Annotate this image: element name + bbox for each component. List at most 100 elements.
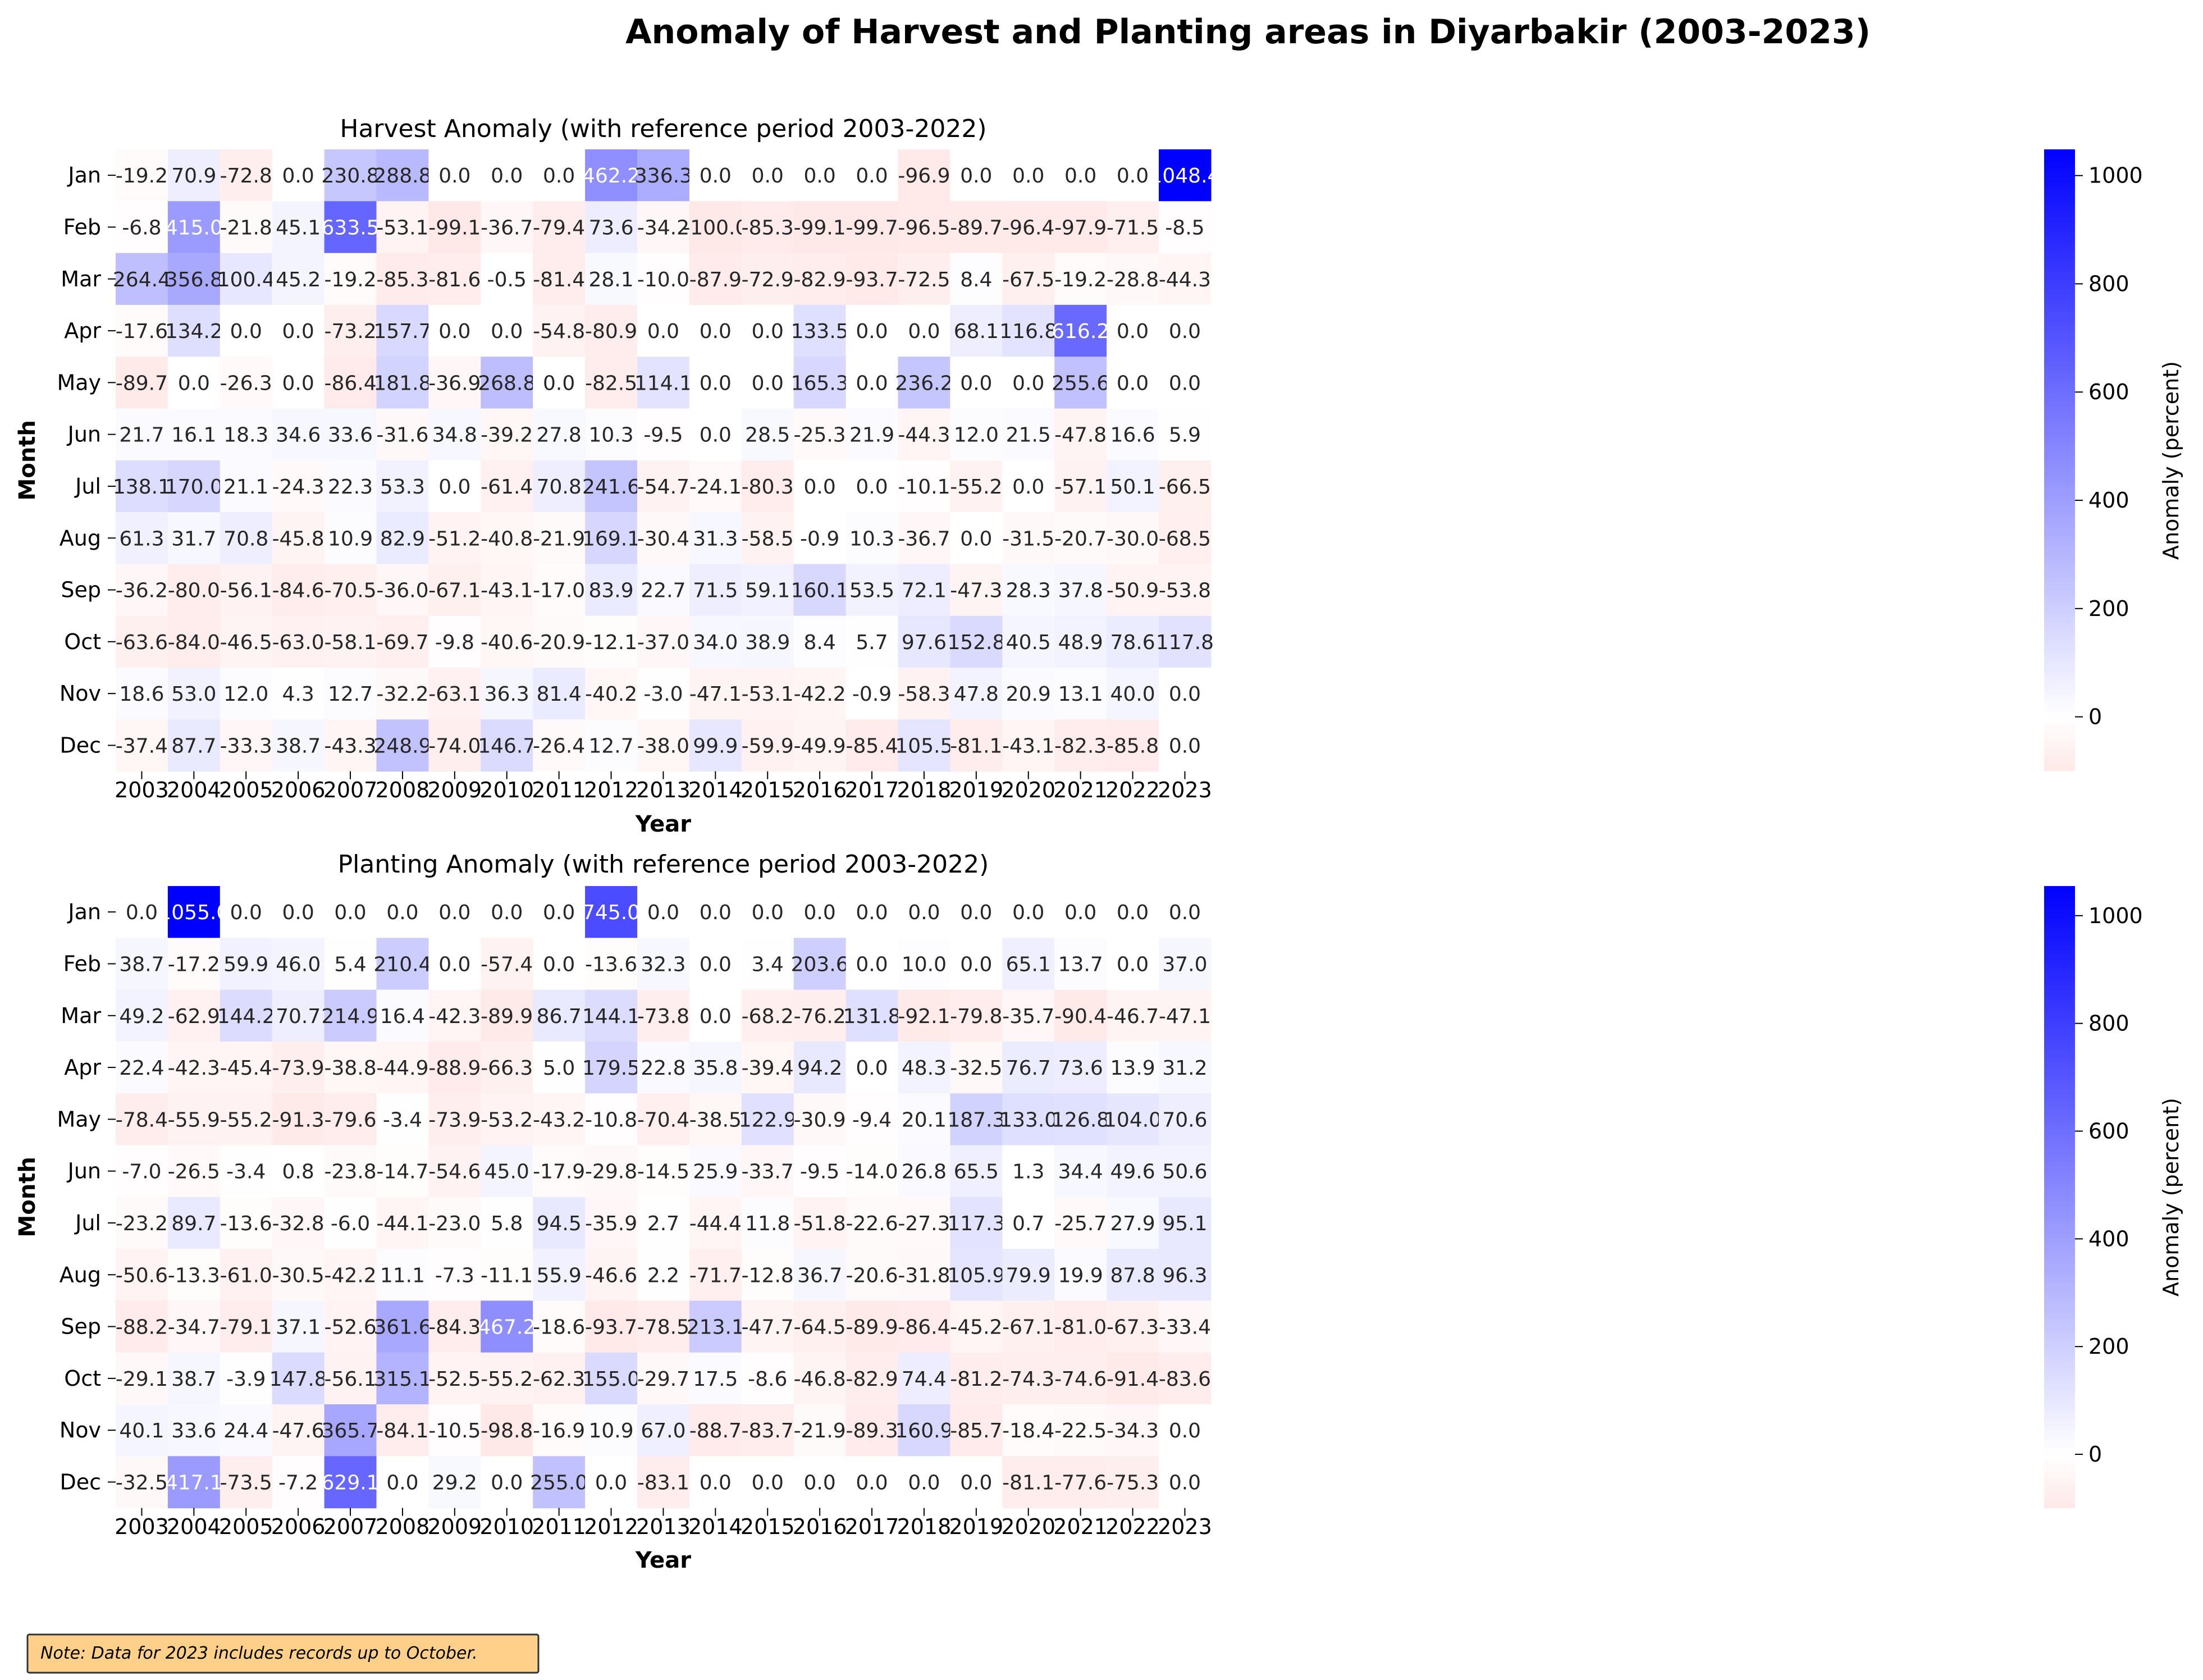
heatmap-cell — [220, 1249, 273, 1301]
cell-label: -80.0 — [168, 579, 220, 602]
heatmap-cell — [689, 1249, 742, 1301]
heatmap-cell — [637, 1352, 690, 1405]
colorbar-tick-label: 800 — [2088, 271, 2129, 296]
heatmap-cell — [898, 564, 950, 617]
heatmap-cell — [428, 1352, 481, 1405]
heatmap-cell — [585, 1145, 638, 1198]
x-tick-label: 2022 — [1105, 778, 1160, 802]
cell-label: 70.6 — [1162, 1108, 1207, 1131]
heatmap-cell — [898, 460, 950, 513]
heatmap-cell — [1002, 1300, 1055, 1353]
heatmap-cell — [898, 1093, 950, 1146]
cell-label: 32.3 — [641, 953, 685, 976]
heatmap-cell — [1002, 1249, 1055, 1301]
heatmap-cell — [585, 1300, 638, 1353]
heatmap-cell — [324, 886, 377, 938]
cell-label: -6.0 — [331, 1212, 370, 1235]
cell-label: -54.8 — [533, 320, 585, 343]
heatmap-cell — [585, 719, 638, 772]
colorbar-tick-label: 0 — [2088, 1442, 2102, 1467]
x-tick-label: 2021 — [1053, 1514, 1108, 1539]
cell-label: -81.2 — [950, 1368, 1002, 1391]
y-tick-label: Feb — [63, 951, 101, 976]
cell-label: -82.3 — [1054, 734, 1107, 757]
cell-label: 73.6 — [1058, 1057, 1103, 1080]
heatmap-cell — [220, 1041, 273, 1094]
cell-label: 97.6 — [902, 631, 947, 654]
heatmap-cell — [220, 1352, 273, 1405]
colorbar-tick-label: 600 — [2088, 1119, 2129, 1143]
cell-label: 0.0 — [700, 953, 732, 976]
cell-label: 22.8 — [641, 1057, 685, 1080]
heatmap-cell — [324, 1093, 377, 1146]
cell-label: -17.0 — [533, 579, 585, 602]
heatmap-cell — [689, 1041, 742, 1094]
heatmap-cell — [1107, 304, 1159, 357]
x-tick-label: 2023 — [1158, 778, 1212, 802]
cell-label: 147.8 — [269, 1368, 327, 1391]
heatmap-cell — [220, 719, 273, 772]
cell-label: 48.3 — [902, 1057, 947, 1080]
x-tick-label: 2019 — [949, 778, 1003, 802]
cell-label: 61.3 — [119, 527, 164, 550]
heatmap-cell — [689, 304, 742, 357]
heatmap-cell — [376, 149, 429, 202]
cell-label: 0.0 — [1012, 372, 1044, 395]
heatmap-cell — [376, 615, 429, 668]
heatmap-cell — [324, 253, 377, 305]
cell-label: 157.7 — [373, 320, 431, 343]
cell-label: 0.0 — [438, 476, 470, 499]
heatmap-cell — [950, 989, 1003, 1042]
heatmap-cell — [376, 1300, 429, 1353]
cell-label: 0.0 — [1117, 165, 1149, 188]
heatmap-cell — [741, 938, 794, 990]
cell-label: 0.0 — [1117, 320, 1149, 343]
heatmap-cell — [950, 615, 1003, 668]
heatmap-cell — [845, 989, 899, 1042]
heatmap-cell — [585, 408, 638, 461]
heatmap-cell — [1107, 1456, 1159, 1509]
heatmap-cell — [533, 615, 586, 668]
heatmap-cell — [428, 512, 481, 564]
subplot-title: Harvest Anomaly (with reference period 2… — [340, 115, 986, 143]
heatmap-cell — [116, 512, 168, 564]
heatmap-cell — [1107, 668, 1159, 720]
heatmap-cell — [533, 1300, 586, 1353]
heatmap-cell — [272, 253, 325, 305]
heatmap-cell — [950, 149, 1003, 202]
cell-label: -92.1 — [898, 1005, 950, 1028]
heatmap-cell — [793, 1093, 847, 1146]
cell-label: 94.2 — [797, 1057, 842, 1080]
heatmap-cell — [1054, 304, 1107, 357]
heatmap-cell — [637, 1041, 690, 1094]
heatmap-cell — [689, 1404, 742, 1457]
heatmap-cell — [898, 357, 950, 409]
cell-label: 315.1 — [373, 1368, 431, 1391]
heatmap-cell — [585, 304, 638, 357]
cell-label: 126.8 — [1052, 1108, 1109, 1131]
heatmap-cell — [845, 253, 899, 305]
heatmap-cell — [1002, 886, 1055, 938]
cell-label: -38.5 — [689, 1108, 742, 1131]
heatmap-cell — [220, 989, 273, 1042]
heatmap-cell — [481, 1249, 533, 1301]
cell-label: -53.1 — [742, 683, 794, 706]
cell-label: -22.6 — [845, 1212, 898, 1235]
heatmap-cell — [481, 564, 533, 617]
cell-label: -98.8 — [481, 1419, 533, 1442]
cell-label: -51.2 — [428, 527, 481, 550]
heatmap-cell — [1107, 719, 1159, 772]
cell-label: 0.0 — [647, 901, 679, 924]
cell-label: -13.6 — [585, 953, 637, 976]
cell-label: 13.1 — [1058, 683, 1103, 706]
heatmap-cell — [324, 1300, 377, 1353]
heatmap-cell — [167, 1145, 221, 1198]
x-tick-label: 2013 — [636, 778, 691, 802]
heatmap-cell — [220, 564, 273, 617]
subplot-title: Planting Anomaly (with reference period … — [338, 850, 989, 879]
cell-label: 0.0 — [543, 165, 575, 188]
cell-label: 155.0 — [582, 1368, 640, 1391]
cell-label: 12.0 — [954, 424, 999, 447]
heatmap-cell — [741, 1352, 794, 1405]
cell-label: 27.8 — [537, 424, 582, 447]
